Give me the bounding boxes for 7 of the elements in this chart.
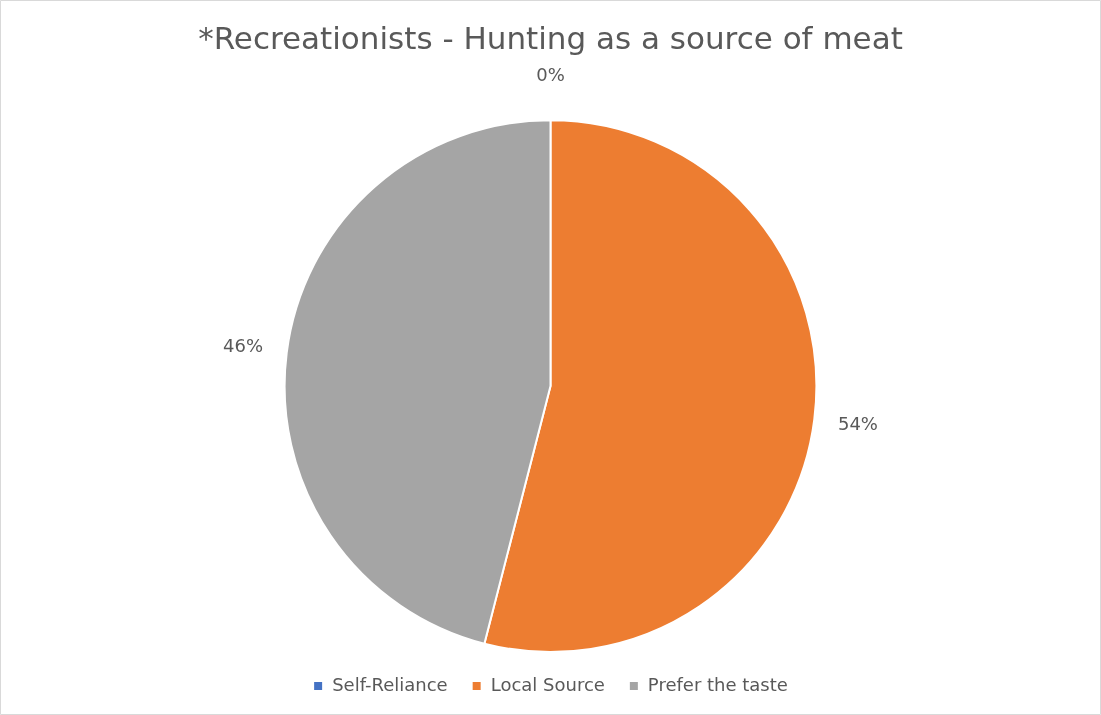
data-label: 54% [837, 412, 878, 434]
legend-label: Self-Reliance [332, 673, 448, 695]
chart-title: *Recreationists - Hunting as a source of meat [198, 19, 903, 56]
text: 0% [536, 63, 565, 85]
legend-label: Prefer the taste [647, 673, 788, 695]
data-label: 46% [223, 334, 264, 356]
legend-label: Local Source [490, 673, 605, 695]
